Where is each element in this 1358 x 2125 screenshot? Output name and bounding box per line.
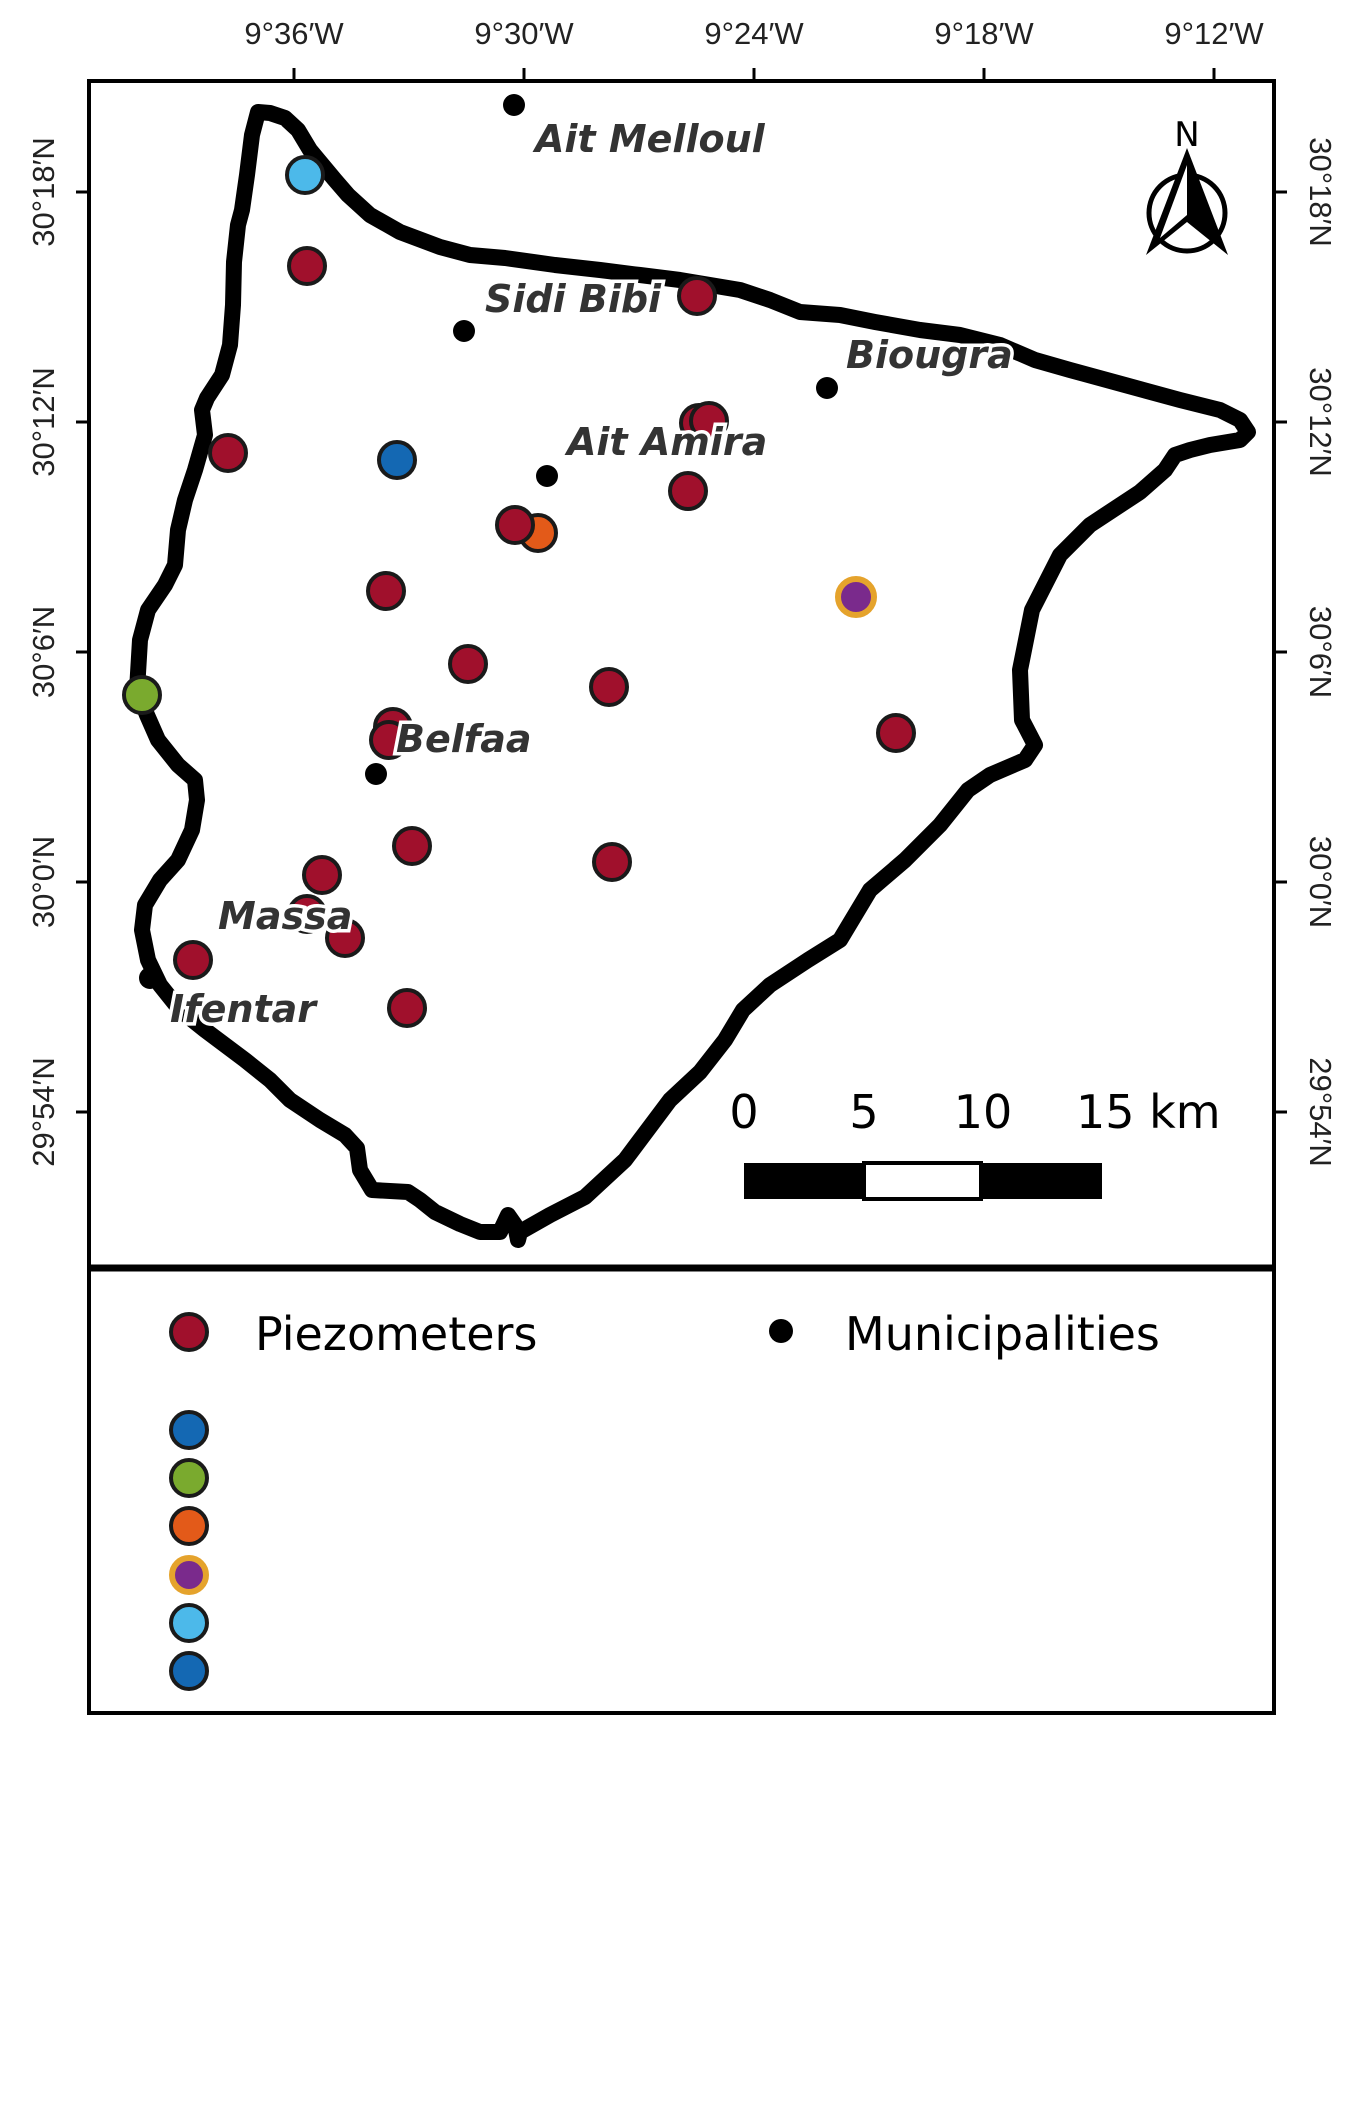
piezometer-point[interactable] — [208, 433, 248, 473]
light-blue-point[interactable] — [285, 155, 325, 195]
legend-orange-symbol — [169, 1506, 209, 1546]
legend-label: Municipalities — [845, 1307, 1160, 1361]
study-area-boundary — [129, 104, 1256, 1248]
blue-point[interactable] — [377, 440, 417, 480]
municipality-point[interactable] — [453, 320, 475, 342]
piezometers-layer — [122, 155, 916, 1028]
piezometer-point[interactable] — [387, 988, 427, 1028]
place-label: Ifentar — [170, 987, 318, 1031]
piezometer-point[interactable] — [668, 471, 708, 511]
legend-green-symbol — [169, 1458, 209, 1498]
scale-bar: 0 5 10 15 km — [729, 1085, 1221, 1201]
legend: Piezometers Municipalities — [169, 1307, 1160, 1691]
legend-municipality-symbol — [769, 1319, 793, 1343]
municipality-point[interactable] — [536, 465, 558, 487]
municipalities-layer — [139, 94, 838, 989]
piezometer-point[interactable] — [448, 644, 488, 684]
municipality-point[interactable] — [139, 967, 161, 989]
piezometer-point[interactable] — [495, 505, 535, 545]
scale-label: 10 — [954, 1085, 1013, 1139]
legend-blue-symbol — [169, 1651, 209, 1691]
lon-tick-label: 9°18′W — [934, 16, 1034, 51]
lon-tick-label: 9°36′W — [244, 16, 344, 51]
lat-tick-label-left: 30°18′N — [26, 137, 61, 247]
legend-label: Piezometers — [255, 1307, 537, 1361]
green-point[interactable] — [122, 675, 162, 715]
piezometer-point[interactable] — [689, 401, 729, 441]
place-label: Ait Melloul — [532, 117, 766, 161]
piezometer-point[interactable] — [287, 894, 327, 934]
lat-tick-label-left: 30°0′N — [26, 836, 61, 928]
lat-tick-label-right: 30°18′N — [1303, 137, 1338, 247]
place-label: Biougra — [846, 333, 1013, 377]
lat-tick-label-right: 30°12′N — [1303, 367, 1338, 477]
lon-tick-label: 9°30′W — [474, 16, 574, 51]
place-label: Ait Amira — [564, 420, 767, 464]
piezometer-point[interactable] — [302, 855, 342, 895]
place-label: Belfaa — [396, 717, 532, 761]
lat-tick-label-left: 29°54′N — [26, 1057, 61, 1167]
longitude-tick-marks — [292, 68, 1216, 81]
north-label: N — [1174, 115, 1199, 155]
piezometer-point[interactable] — [392, 826, 432, 866]
lon-tick-label: 9°12′W — [1164, 16, 1264, 51]
piezometer-point[interactable] — [876, 713, 916, 753]
place-label: Massa — [218, 894, 352, 938]
municipality-point[interactable] — [503, 94, 525, 116]
municipality-point[interactable] — [365, 763, 387, 785]
lat-tick-label-right: 30°6′N — [1303, 606, 1338, 698]
piezometer-point[interactable] — [369, 720, 409, 760]
legend-purple-symbol — [169, 1555, 209, 1595]
piezometer-point[interactable] — [366, 571, 406, 611]
piezometer-point[interactable] — [592, 842, 632, 882]
legend-piezometer-symbol — [169, 1312, 209, 1352]
place-label: Sidi Bibi — [485, 277, 662, 321]
lat-tick-label-right: 29°54′N — [1303, 1057, 1338, 1167]
purple-point[interactable] — [835, 576, 877, 618]
scale-label: 5 — [849, 1085, 878, 1139]
north-arrow-icon: N — [1146, 115, 1228, 255]
lat-tick-label-left: 30°12′N — [26, 367, 61, 477]
lat-tick-label-left: 30°6′N — [26, 606, 61, 698]
legend-blue-symbol — [169, 1410, 209, 1450]
piezometer-point[interactable] — [325, 918, 365, 958]
scale-label: 0 — [729, 1085, 758, 1139]
scale-label: 15 km — [1076, 1085, 1221, 1139]
lat-tick-label-right: 30°0′N — [1303, 836, 1338, 928]
latitude-tick-marks — [76, 190, 1287, 1114]
piezometer-point[interactable] — [173, 940, 213, 980]
piezometer-point[interactable] — [287, 246, 327, 286]
legend-light-blue-symbol — [169, 1603, 209, 1643]
municipality-point[interactable] — [816, 377, 838, 399]
piezometer-point[interactable] — [589, 667, 629, 707]
lon-tick-label: 9°24′W — [704, 16, 804, 51]
piezometer-point[interactable] — [677, 276, 717, 316]
